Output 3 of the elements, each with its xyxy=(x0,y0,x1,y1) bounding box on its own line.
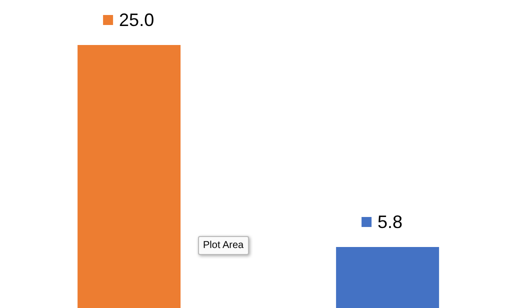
data-label: 25.0 xyxy=(119,10,154,30)
annotation: Plot Area xyxy=(198,236,249,255)
data-label: 5.8 xyxy=(378,212,403,232)
